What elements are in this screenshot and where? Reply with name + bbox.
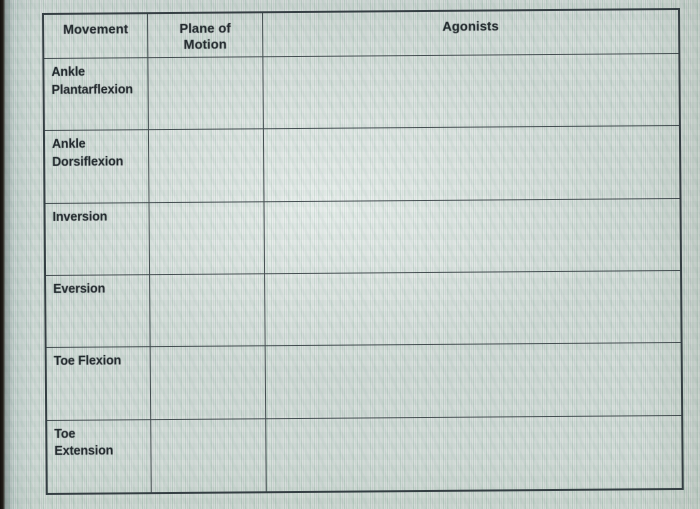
movement-label: Eversion <box>53 281 106 296</box>
movement-label: Ankle Dorsiflexion <box>51 136 124 169</box>
agonists-cell <box>266 416 682 492</box>
plane-of-motion-cell <box>149 201 266 276</box>
page-left-dark-edge <box>0 0 5 509</box>
agonists-cell <box>265 343 682 419</box>
movement-cell: Toe Extension <box>47 419 152 493</box>
plane-of-motion-cell <box>150 274 266 348</box>
movement-label: Inversion <box>52 209 108 224</box>
movement-label: Toe Flexion <box>53 353 122 369</box>
header-label-movement: Movement <box>63 21 129 37</box>
plane-of-motion-cell <box>148 57 264 131</box>
header-cell-plane-of-motion: Plane of Motion <box>148 13 264 59</box>
header-label-agonists: Agonists <box>442 18 499 34</box>
header-cell-agonists: Agonists <box>263 10 679 58</box>
movement-label: Toe Extension <box>54 426 114 459</box>
plane-of-motion-cell <box>151 418 267 493</box>
agonists-cell <box>265 270 681 347</box>
agonists-cell <box>264 198 681 275</box>
movement-cell: Ankle Plantarflexion <box>44 58 149 132</box>
movement-label: Ankle Plantarflexion <box>51 64 133 97</box>
movement-cell: Inversion <box>45 202 151 276</box>
header-cell-movement: Movement <box>44 14 149 59</box>
movement-cell: Eversion <box>46 275 151 349</box>
agonists-cell <box>263 126 680 202</box>
page-left-edge-shadow <box>5 0 14 509</box>
movement-cell: Ankle Dorsiflexion <box>44 130 150 204</box>
plane-of-motion-cell <box>148 129 265 203</box>
plane-of-motion-cell <box>150 346 267 420</box>
worksheet-table-wrapper: Movement Plane of Motion Agonists Ankle … <box>42 7 684 495</box>
header-label-plane-of-motion: Plane of Motion <box>179 20 231 52</box>
agonists-cell <box>263 54 679 130</box>
movement-cell: Toe Flexion <box>46 347 152 421</box>
worksheet-table: Movement Plane of Motion Agonists Ankle … <box>42 7 684 495</box>
